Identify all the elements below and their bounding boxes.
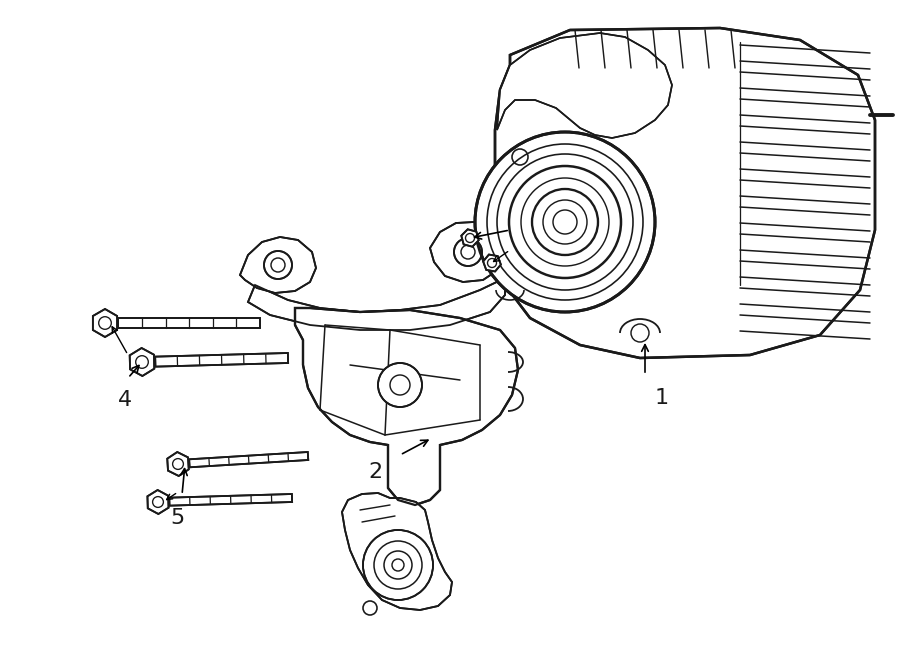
Polygon shape	[93, 309, 117, 337]
Text: 2: 2	[368, 462, 382, 482]
Polygon shape	[130, 348, 154, 376]
Polygon shape	[497, 33, 672, 138]
Polygon shape	[342, 493, 452, 610]
Circle shape	[454, 238, 482, 266]
Polygon shape	[430, 222, 505, 282]
Polygon shape	[169, 494, 292, 506]
Circle shape	[264, 251, 292, 279]
Circle shape	[378, 363, 422, 407]
Text: 3: 3	[515, 208, 529, 228]
Polygon shape	[189, 452, 308, 467]
Polygon shape	[167, 452, 189, 476]
Polygon shape	[155, 353, 288, 367]
Circle shape	[475, 132, 655, 312]
Polygon shape	[495, 28, 875, 358]
Text: 5: 5	[170, 508, 184, 528]
Polygon shape	[148, 490, 168, 514]
Text: 1: 1	[655, 388, 669, 408]
Polygon shape	[248, 278, 505, 330]
Polygon shape	[118, 318, 260, 328]
Polygon shape	[240, 237, 316, 293]
Text: 4: 4	[118, 390, 132, 410]
Polygon shape	[295, 308, 518, 505]
Polygon shape	[483, 254, 501, 272]
Circle shape	[363, 530, 433, 600]
Polygon shape	[462, 229, 479, 247]
